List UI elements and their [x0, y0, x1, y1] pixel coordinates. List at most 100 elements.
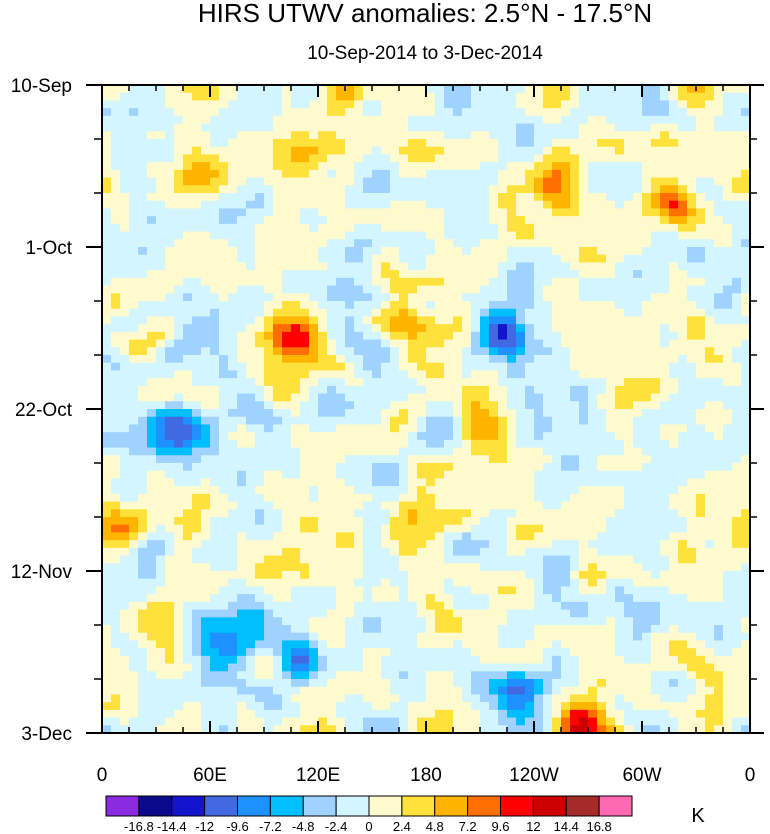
field-cell: [525, 439, 535, 449]
field-cell: [336, 393, 346, 402]
field-cell: [156, 169, 166, 179]
field-cell: [282, 169, 292, 179]
field-cell: [291, 324, 301, 333]
field-cell: [507, 385, 517, 395]
field-cell: [147, 339, 157, 348]
field-cell: [300, 524, 310, 534]
field-cell: [687, 393, 697, 402]
field-cell: [543, 331, 553, 341]
field-cell: [543, 586, 553, 595]
field-cell: [507, 223, 517, 233]
field-cell: [372, 247, 382, 256]
field-cell: [642, 594, 652, 603]
field-cell: [624, 247, 634, 256]
field-cell: [714, 524, 724, 534]
field-cell: [327, 432, 337, 441]
field-cell: [633, 254, 643, 264]
field-cell: [156, 555, 166, 564]
field-cell: [129, 216, 139, 225]
field-cell: [705, 270, 715, 279]
field-cell: [228, 108, 238, 117]
field-cell: [390, 540, 400, 549]
field-cell: [399, 193, 409, 202]
field-cell: [534, 92, 544, 102]
field-cell: [165, 193, 175, 202]
field-cell: [507, 478, 517, 487]
field-cell: [579, 123, 589, 132]
field-cell: [327, 385, 337, 395]
field-cell: [471, 509, 481, 518]
field-cell: [408, 169, 418, 179]
field-cell: [543, 555, 553, 564]
field-cell: [579, 439, 589, 449]
field-cell: [291, 609, 301, 618]
field-cell: [183, 339, 193, 348]
field-cell: [561, 100, 571, 109]
field-cell: [678, 555, 688, 564]
field-cell: [642, 223, 652, 233]
field-cell: [264, 331, 274, 341]
field-cell: [579, 370, 589, 379]
field-cell: [615, 378, 625, 387]
field-cell: [651, 509, 661, 518]
field-cell: [156, 501, 166, 510]
field-cell: [264, 601, 274, 611]
field-cell: [336, 378, 346, 387]
field-cell: [102, 617, 112, 626]
field-cell: [354, 409, 364, 418]
field-cell: [624, 478, 634, 487]
field-cell: [687, 578, 697, 588]
field-cell: [300, 277, 310, 287]
field-cell: [471, 216, 481, 225]
field-cell: [309, 185, 319, 194]
field-cell: [246, 378, 256, 387]
field-cell: [462, 115, 472, 125]
field-cell: [129, 509, 139, 518]
field-cell: [516, 532, 526, 541]
field-cell: [480, 154, 490, 163]
field-cell: [660, 362, 670, 372]
field-cell: [327, 123, 337, 132]
field-cell: [651, 501, 661, 510]
field-cell: [417, 169, 427, 179]
field-cell: [237, 385, 247, 395]
field-cell: [273, 555, 283, 564]
field-cell: [714, 439, 724, 449]
field-cell: [192, 293, 202, 302]
field-cell: [660, 193, 670, 202]
field-cell: [453, 308, 463, 318]
field-cell: [525, 424, 535, 433]
field-cell: [606, 339, 616, 348]
field-cell: [174, 208, 184, 217]
field-cell: [246, 393, 256, 402]
field-cell: [417, 439, 427, 449]
field-cell: [156, 270, 166, 279]
field-cell: [282, 262, 292, 271]
field-cell: [606, 540, 616, 549]
field-cell: [426, 254, 436, 264]
field-cell: [696, 432, 706, 441]
field-cell: [669, 223, 679, 233]
field-cell: [534, 401, 544, 410]
field-cell: [354, 393, 364, 402]
field-cell: [183, 555, 193, 564]
field-cell: [606, 517, 616, 526]
field-cell: [426, 316, 436, 325]
field-cell: [426, 270, 436, 279]
field-cell: [651, 200, 661, 210]
field-cell: [309, 123, 319, 132]
field-cell: [210, 216, 220, 225]
field-cell: [147, 277, 157, 287]
field-cell: [489, 308, 499, 318]
field-cell: [426, 439, 436, 449]
field-cell: [354, 139, 364, 148]
field-cell: [606, 486, 616, 495]
field-cell: [507, 555, 517, 564]
field-cell: [381, 393, 391, 402]
field-cell: [498, 285, 508, 294]
field-cell: [192, 115, 202, 125]
field-cell: [327, 409, 337, 418]
field-cell: [273, 470, 283, 480]
field-cell: [381, 154, 391, 163]
field-cell: [138, 355, 148, 364]
